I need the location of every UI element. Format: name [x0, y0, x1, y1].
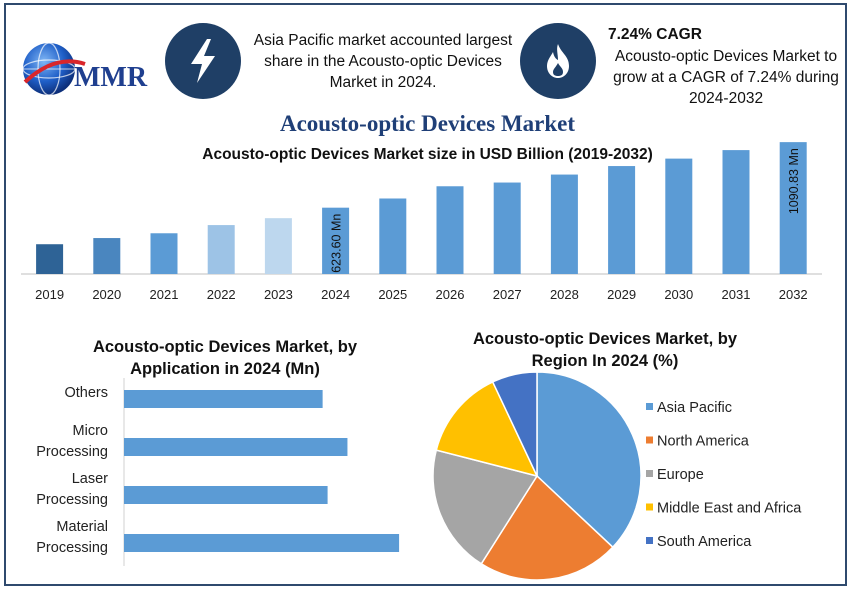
x-tick-2029: 2029: [607, 287, 636, 302]
x-tick-2021: 2021: [150, 287, 179, 302]
pie-slice-north-america: [480, 474, 614, 581]
x-tick-2027: 2027: [493, 287, 522, 302]
hbar-label-material-processing: Material Processing: [36, 519, 108, 556]
x-tick-2032: 2032: [779, 287, 808, 302]
legend-swatch-middle-east-and-africa: [646, 503, 653, 511]
info-asia-pacific: Asia Pacific market accounted largest sh…: [253, 32, 513, 91]
pie-slice-asia-pacific: [536, 371, 642, 549]
logo-text: MMR: [74, 62, 148, 93]
application-chart-title: Acousto-optic Devices Market, by Applica…: [92, 338, 358, 378]
bar-2031: [722, 150, 750, 274]
bar-2026: [436, 186, 464, 274]
hbar-label-micro-processing: Micro Processing: [36, 423, 108, 460]
hbar-label-others: Others: [64, 385, 108, 401]
hbar-laser-processing: [124, 486, 328, 504]
bar-2023: [264, 218, 292, 274]
legend-swatch-asia-pacific: [646, 403, 653, 410]
flame-icon: [520, 23, 596, 99]
x-tick-2020: 2020: [92, 287, 121, 302]
legend-label-north-america: North America: [657, 434, 750, 450]
cagr-description: Acousto-optic Devices Market to grow at …: [613, 48, 839, 107]
bar-2025: [379, 198, 407, 274]
x-tick-2024: 2024: [321, 287, 350, 302]
cagr-headline: 7.24% CAGR: [608, 26, 702, 43]
x-tick-2022: 2022: [207, 287, 236, 302]
hbar-others: [124, 390, 323, 408]
data-label-2024: 623.60 Mn: [330, 214, 344, 273]
hbar-micro-processing: [124, 438, 348, 456]
bar-2027: [493, 182, 521, 274]
x-tick-2019: 2019: [35, 287, 64, 302]
x-tick-2023: 2023: [264, 287, 293, 302]
x-tick-2031: 2031: [722, 287, 751, 302]
bar-2021: [150, 233, 178, 274]
x-tick-2026: 2026: [436, 287, 465, 302]
pie-slice-europe: [432, 449, 539, 565]
infographic-frame: [4, 3, 847, 586]
hbar-label-laser-processing: Laser Processing: [36, 471, 108, 508]
bar-2022: [207, 225, 235, 274]
legend-swatch-north-america: [646, 436, 653, 444]
data-label-2032: 1090.83 Mn: [787, 148, 801, 214]
legend-label-europe: Europe: [657, 467, 704, 483]
bar-2028: [550, 174, 578, 274]
legend-swatch-europe: [646, 470, 653, 477]
legend-label-south-america: South America: [657, 534, 752, 550]
legend-swatch-south-america: [646, 537, 653, 544]
region-chart-title: Acousto-optic Devices Market, by Region …: [472, 330, 738, 370]
legend-label-asia-pacific: Asia Pacific: [657, 400, 732, 416]
pie-slice-south-america: [491, 371, 538, 477]
bar-2024: [322, 207, 350, 274]
lightning-bolt-icon: [165, 23, 241, 99]
x-tick-2025: 2025: [378, 287, 407, 302]
region-pie-chart: Asia Pacific North America Europe Middle Ea…: [432, 371, 802, 581]
bar-chart-title: Acousto-optic Devices Market size in USD…: [202, 146, 653, 163]
bar-2019: [36, 244, 64, 274]
page-title: Acousto-optic Devices Market: [279, 111, 576, 136]
bar-2020: [93, 238, 121, 274]
hbar-material-processing: [124, 534, 400, 552]
pie-slice-middle-east-and-africa: [435, 380, 539, 478]
bar-2032: [779, 142, 807, 274]
bar-2029: [608, 166, 636, 274]
legend-label-middle-east-and-africa: Middle East and Africa: [657, 501, 802, 517]
mmr-logo: [22, 42, 86, 96]
market-size-bar-chart: 2019 2020 2021 2022 2023 2024 623.60 Mn 2025 202…: [21, 142, 822, 302]
bar-2030: [665, 158, 693, 274]
x-tick-2030: 2030: [664, 287, 693, 302]
application-bar-chart: Others Micro Processing Laser Processing Mate…: [36, 378, 400, 566]
x-tick-2028: 2028: [550, 287, 579, 302]
